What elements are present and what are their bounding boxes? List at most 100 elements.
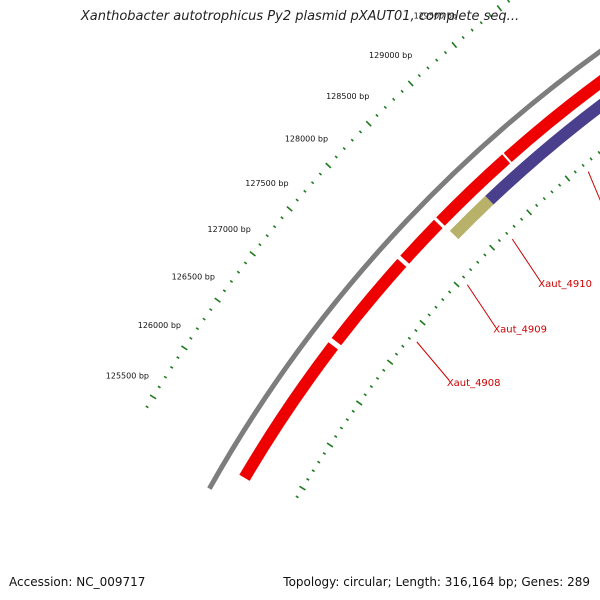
gene-label[interactable]: Xaut_4909 [493,325,547,336]
gene-feature[interactable] [239,342,338,481]
inner-tick-mark [535,203,539,208]
inner-tick-ring [295,150,600,499]
inner-tick-mark [414,328,418,333]
callout-line [466,284,496,328]
outer-tick-mark [258,243,262,247]
gene-xaut_4911[interactable] [503,41,600,162]
inner-tick-mark [573,170,577,174]
gene-feature[interactable] [449,195,494,240]
outer-tick-mark [358,130,363,134]
tick-label: 127000 bp [208,225,251,234]
gene-feature[interactable] [485,57,600,205]
inner-tick-mark [550,190,554,194]
outer-tick-mark [470,28,474,32]
tick-label: 126500 bp [172,272,215,281]
outer-tick-mark [149,394,157,400]
gene-track [239,41,600,481]
outer-tick-mark [451,41,458,49]
outer-tick-mark [176,356,180,360]
outer-tick-mark [461,35,465,40]
outer-tick-mark [417,73,421,78]
inner-tick-mark [434,305,438,309]
outer-tick-mark [496,5,503,12]
callout-line [511,238,541,282]
outer-tick-mark [325,162,332,169]
inner-tick-mark [564,175,571,182]
tick-label: 125500 bp [106,371,149,380]
inner-tick-mark [401,344,405,348]
inner-tick-mark [333,434,338,438]
outer-tick-mark [295,198,299,202]
inner-tick-mark [299,485,306,491]
tick-label: 126000 bp [138,321,181,330]
inner-tick-mark [581,163,585,168]
inner-tick-mark [339,426,344,430]
gene-label[interactable]: Xaut_4908 [447,378,501,389]
tick-label-group: 125500 bp 126000 bp 126500 bp 127000 bp 1275… [106,12,457,381]
outer-tick-mark [157,385,161,389]
tick-label: 128500 bp [326,92,369,101]
outer-tick-mark [280,216,284,220]
outer-tick-mark [350,138,354,142]
outer-tick-mark [435,58,439,62]
outer-tick-mark [195,327,200,331]
inner-tick-mark [363,393,367,397]
inner-tick-mark [489,244,496,251]
outer-tick-mark [236,270,241,274]
inner-tick-mark [558,183,562,187]
outer-tick-mark [209,308,213,312]
outer-tick-mark [145,405,149,409]
outer-tick-mark [222,289,227,293]
outer-tick-mark [229,279,234,284]
inner-tick-mark [386,359,394,366]
outer-tick-mark [249,251,256,257]
inner-tick-mark [394,352,399,356]
inner-tick-mark [468,267,473,272]
gene-xaut_4908[interactable] [331,258,407,346]
inner-tick-mark [322,452,327,456]
tick-label: 127500 bp [245,179,288,188]
outer-tick-mark [265,234,269,238]
inner-tick-mark [295,495,299,499]
outer-tick-mark [334,155,338,159]
accession-text: Accession: NC_009717 [9,575,146,589]
inner-tick-mark [453,281,460,288]
outer-tick-mark [426,66,430,70]
tick-label: 129000 bp [369,51,412,60]
outer-tick-mark [507,0,511,3]
inner-tick-mark [441,298,445,302]
gene-xaut_4909[interactable] [400,219,443,264]
callout-line [416,341,450,381]
inner-tick-mark [497,238,502,243]
inner-tick-mark [427,313,431,317]
gene-label[interactable]: Xaut_4910 [538,279,592,290]
outer-tick-mark [310,181,315,185]
callout-line [587,171,600,201]
outer-tick-mark [272,225,277,229]
inner-tick-mark [519,217,524,221]
outer-tick-mark [365,120,372,127]
inner-tick-mark [461,275,466,279]
outer-tick-mark [181,345,188,351]
inner-tick-mark [476,260,480,264]
outer-tick-mark [407,80,414,87]
outer-tick-mark [202,317,206,321]
backbone-group [207,48,600,490]
inner-tick-mark [375,376,380,380]
inner-tick-mark [448,290,452,294]
inner-tick-mark [512,224,516,228]
outer-tick-mark [383,105,387,110]
inner-tick-mark [505,231,509,236]
outer-tick-mark [400,89,404,94]
outer-tick-mark [342,146,346,151]
outer-tick-mark [443,50,448,55]
inner-tick-mark [589,157,593,161]
gene-xaut_4910[interactable] [436,154,511,226]
inner-tick-mark [317,460,321,464]
outer-tick-mark [189,336,193,340]
outer-tick-mark [303,189,307,193]
backbone-line [207,48,600,490]
outer-tick-mark [318,172,323,176]
inner-tick-mark [326,442,334,448]
